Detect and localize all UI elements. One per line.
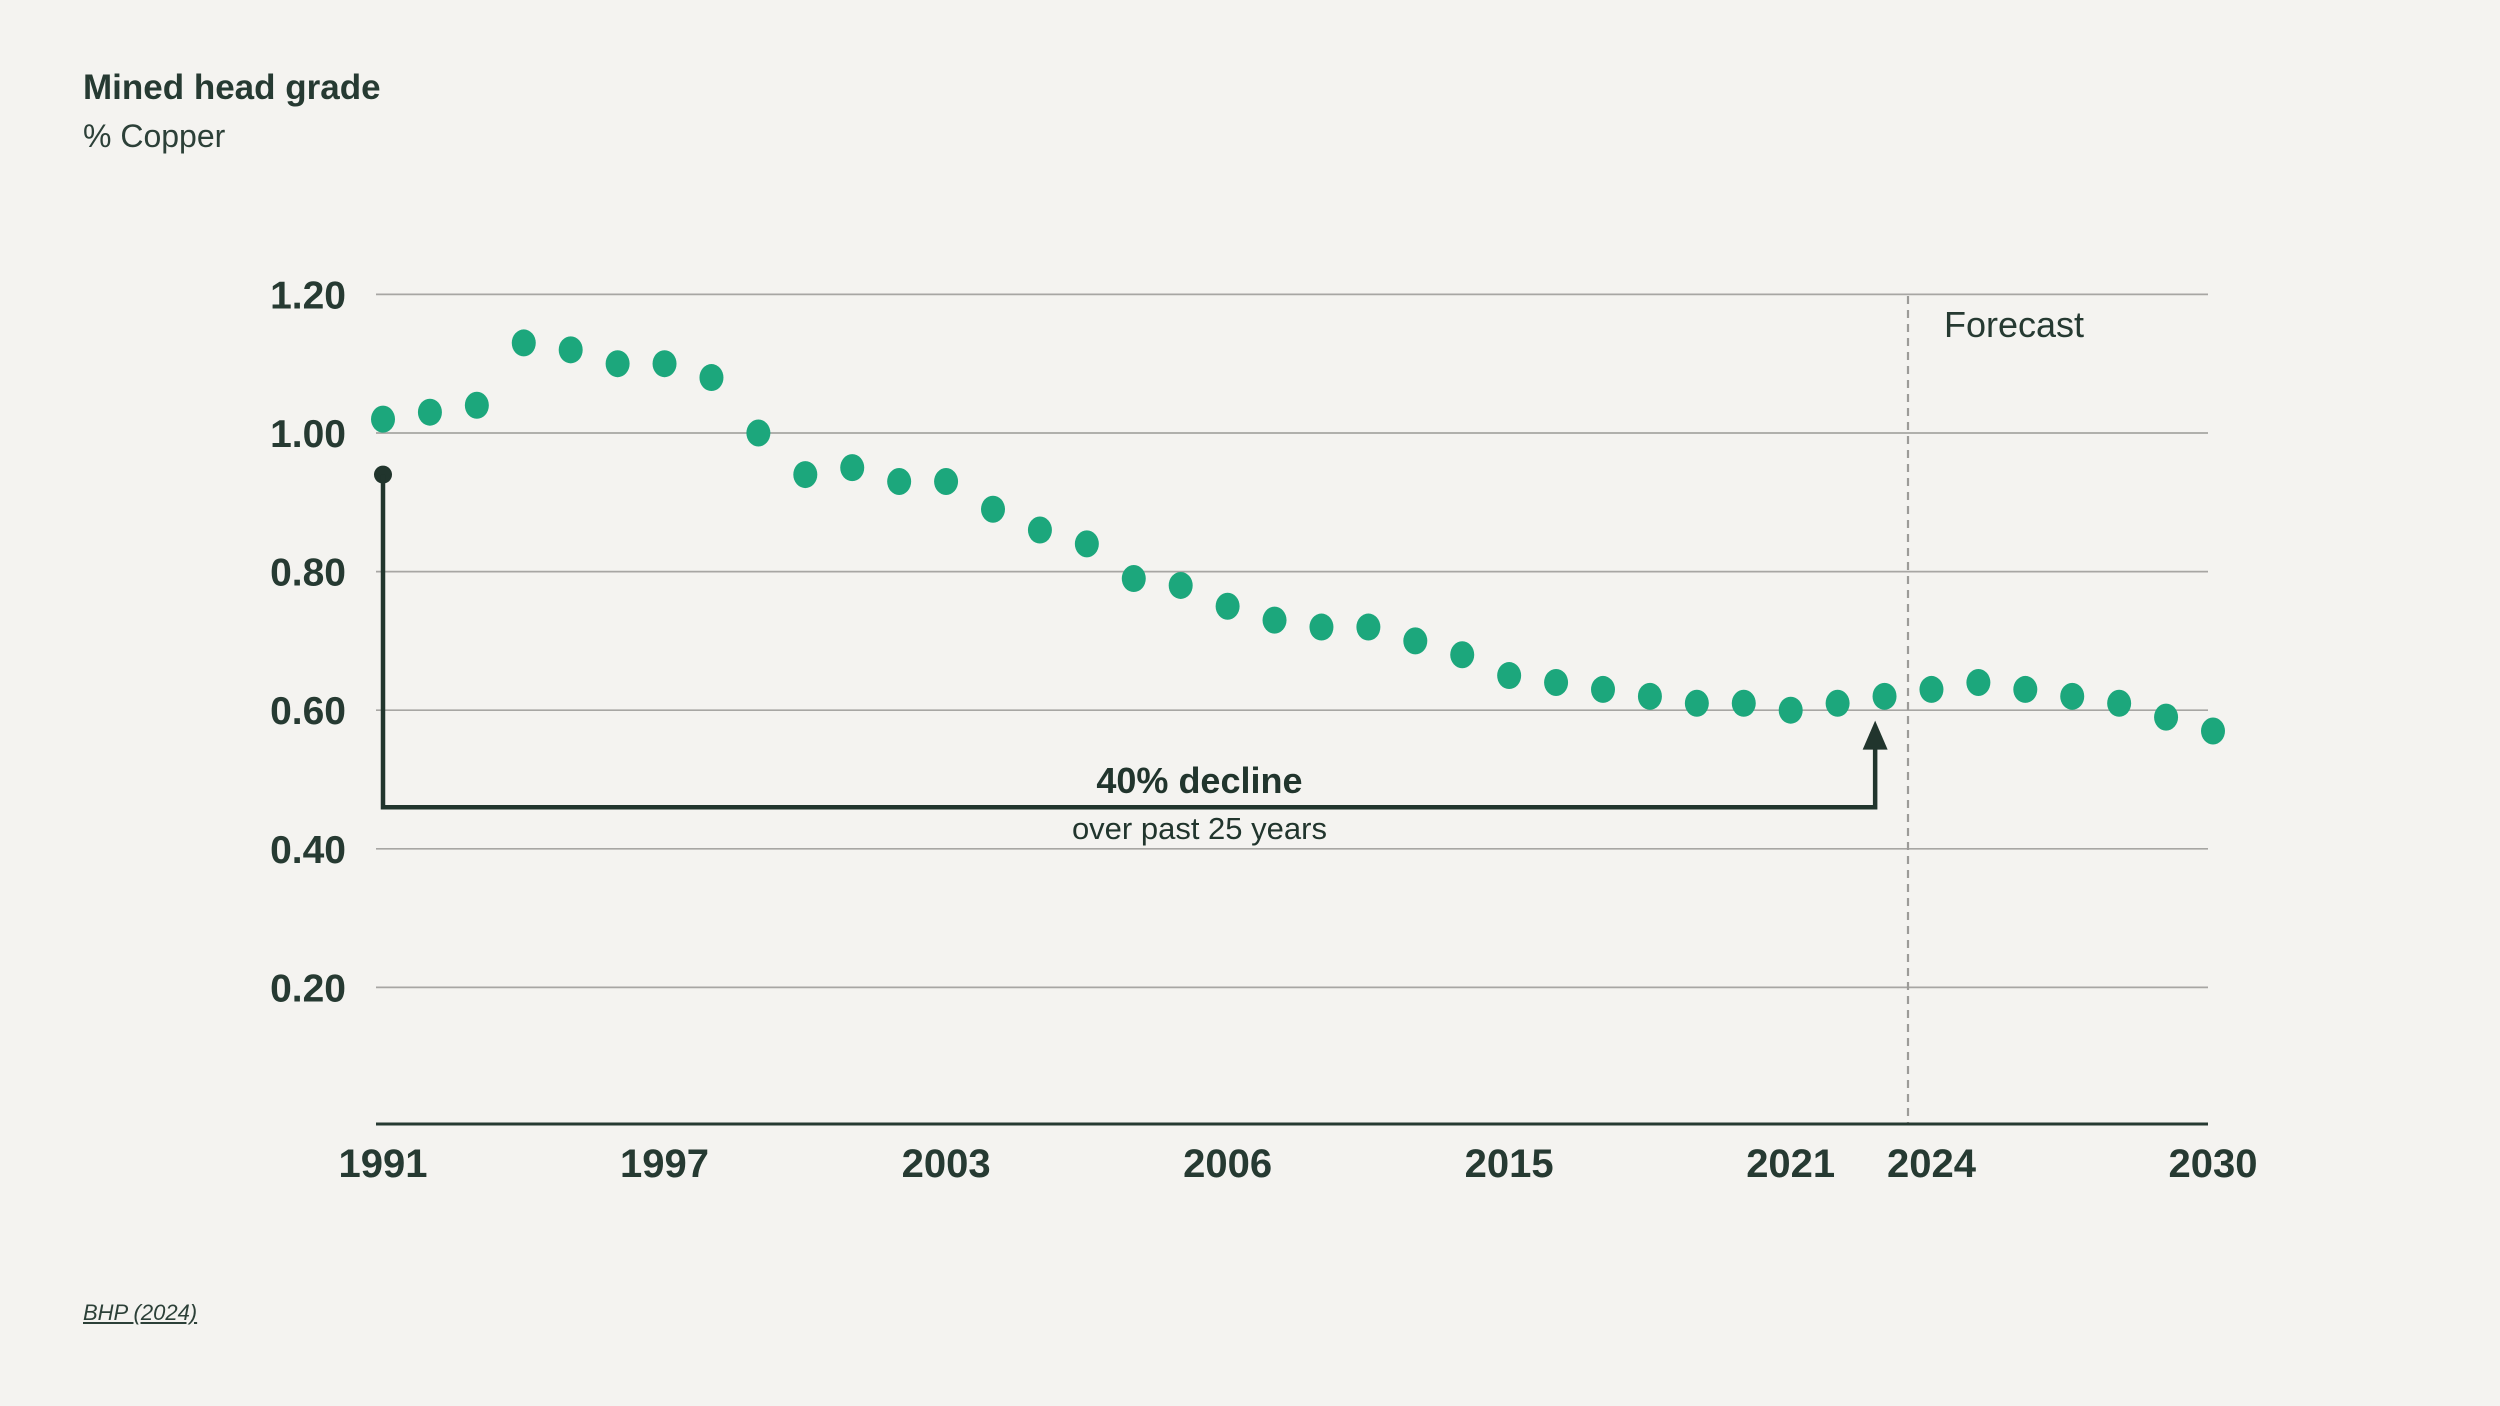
- x-tick-label: 2015: [1465, 1142, 1554, 1186]
- data-point-2014: [1450, 641, 1475, 669]
- data-point-2006: [1074, 530, 1099, 558]
- annotation-bracket-line: [380, 474, 1878, 810]
- forecast-divider-group: Forecast: [1906, 296, 2084, 1124]
- data-point-1998: [699, 364, 724, 392]
- x-axis-and-labels: 1991 1997 2003 2006 2015 2021 2024 2030: [339, 1122, 2258, 1186]
- data-point-2005: [1027, 516, 1052, 544]
- x-tick-label: 2006: [1183, 1142, 1272, 1186]
- y-tick-label: 0.80: [270, 552, 346, 595]
- source-link[interactable]: BHP (2024): [83, 1300, 198, 1325]
- data-point-2019: [1684, 689, 1709, 717]
- data-point-2020: [1731, 689, 1756, 717]
- data-point-2001: [840, 454, 865, 482]
- data-point-1994: [511, 329, 536, 357]
- data-point-1996: [605, 350, 630, 378]
- data-point-2022: [1825, 689, 1850, 717]
- chart-subtitle: % Copper: [83, 117, 226, 154]
- y-tick-label: 0.40: [270, 829, 346, 872]
- x-tick-label: 1991: [339, 1142, 428, 1186]
- data-point-1999: [746, 419, 771, 447]
- data-point-2013: [1403, 627, 1428, 655]
- data-point-2029: [2154, 703, 2179, 731]
- x-tick-label: 2021: [1746, 1142, 1835, 1186]
- x-tick-label: 2030: [2169, 1142, 2258, 1186]
- annotation-text-bold: 40% decline: [1096, 760, 1302, 801]
- data-point-2003: [934, 468, 959, 496]
- data-point-2007: [1121, 565, 1146, 593]
- y-tick-label: 1.00: [270, 413, 346, 456]
- x-tick-label: 1997: [620, 1142, 709, 1186]
- data-point-2015: [1497, 662, 1522, 690]
- data-point-2010: [1262, 606, 1287, 634]
- data-point-2017: [1590, 675, 1615, 703]
- annotation-text-sub: over past 25 years: [1072, 811, 1327, 846]
- data-point-2018: [1637, 682, 1662, 710]
- x-tick-label: 2003: [902, 1142, 991, 1186]
- data-point-2000: [793, 461, 818, 489]
- data-point-1995: [558, 336, 583, 364]
- data-point-2021: [1778, 696, 1803, 724]
- data-point-2011: [1309, 613, 1334, 641]
- data-point-2009: [1215, 592, 1240, 620]
- data-point-1997: [652, 350, 677, 378]
- data-point-2027: [2060, 682, 2085, 710]
- data-point-1993: [464, 391, 489, 419]
- gridlines-and-y-axis-labels: 1.20 1.00 0.80 0.60 0.40 0.20: [270, 274, 2208, 1010]
- data-point-2030: [2200, 717, 2225, 745]
- data-point-2025: [1966, 668, 1991, 696]
- data-point-1992: [417, 398, 442, 426]
- data-point-2024: [1919, 675, 1944, 703]
- forecast-label: Forecast: [1944, 304, 2084, 345]
- y-tick-label: 0.20: [270, 967, 346, 1010]
- x-tick-label: 2024: [1887, 1142, 1977, 1186]
- data-point-2016: [1544, 668, 1569, 696]
- decline-annotation: 40% decline over past 25 years: [374, 465, 1888, 846]
- data-point-2028: [2107, 689, 2132, 717]
- data-point-2012: [1356, 613, 1381, 641]
- data-point-2023: [1872, 682, 1897, 710]
- data-point-2002: [887, 468, 912, 496]
- y-tick-label: 1.20: [270, 274, 346, 317]
- data-point-2008: [1168, 571, 1193, 599]
- annotation-arrowhead: [1862, 720, 1888, 750]
- data-point-2026: [2013, 675, 2038, 703]
- y-tick-label: 0.60: [270, 690, 346, 733]
- data-point-2004: [980, 495, 1005, 523]
- chart-title: Mined head grade: [83, 68, 381, 107]
- data-points: [371, 329, 2225, 745]
- chart-header: Mined head grade % Copper: [83, 66, 381, 157]
- data-point-1991: [371, 405, 395, 433]
